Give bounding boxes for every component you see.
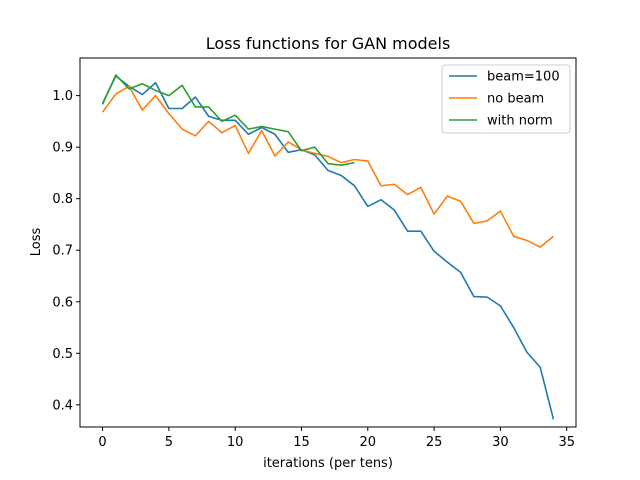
x-tick-label: 15 bbox=[293, 435, 310, 450]
legend-label-with-norm: with norm bbox=[487, 114, 553, 129]
legend: beam=100 no beam with norm bbox=[441, 64, 571, 134]
series-line-with-norm bbox=[101, 74, 355, 166]
legend-label-no-beam: no beam bbox=[487, 92, 544, 107]
x-tick-label: 0 bbox=[98, 435, 106, 450]
y-tick-label: 0.7 bbox=[52, 244, 73, 259]
x-tick-label: 25 bbox=[426, 435, 443, 450]
series-layer bbox=[101, 74, 555, 420]
x-tick-label: 10 bbox=[227, 435, 244, 450]
y-axis-label: Loss bbox=[29, 228, 44, 257]
y-tick-label: 0.5 bbox=[52, 347, 73, 362]
x-tick-label: 20 bbox=[360, 435, 377, 450]
x-axis-label: iterations (per tens) bbox=[263, 456, 393, 471]
x-axis-ticks: 0 5 10 15 20 25 30 35 bbox=[98, 427, 575, 450]
y-tick-label: 0.9 bbox=[52, 141, 73, 156]
plot-frame bbox=[79, 57, 577, 428]
x-tick-label: 30 bbox=[492, 435, 509, 450]
legend-box bbox=[441, 64, 571, 134]
y-tick-label: 1.0 bbox=[52, 89, 73, 104]
series-line-beam-100 bbox=[101, 75, 555, 420]
y-tick-label: 0.8 bbox=[52, 192, 73, 207]
chart-title: Loss functions for GAN models bbox=[206, 34, 451, 53]
x-tick-label: 5 bbox=[165, 435, 173, 450]
series-line-no-beam bbox=[101, 85, 554, 248]
y-tick-label: 0.6 bbox=[52, 295, 73, 310]
legend-label-beam-100: beam=100 bbox=[487, 70, 560, 85]
legend-entries: beam=100 no beam with norm bbox=[449, 70, 560, 129]
y-tick-label: 0.4 bbox=[52, 398, 73, 413]
y-axis-ticks: 0.4 0.5 0.6 0.7 0.8 0.9 1.0 bbox=[52, 89, 80, 413]
x-tick-label: 35 bbox=[558, 435, 575, 450]
